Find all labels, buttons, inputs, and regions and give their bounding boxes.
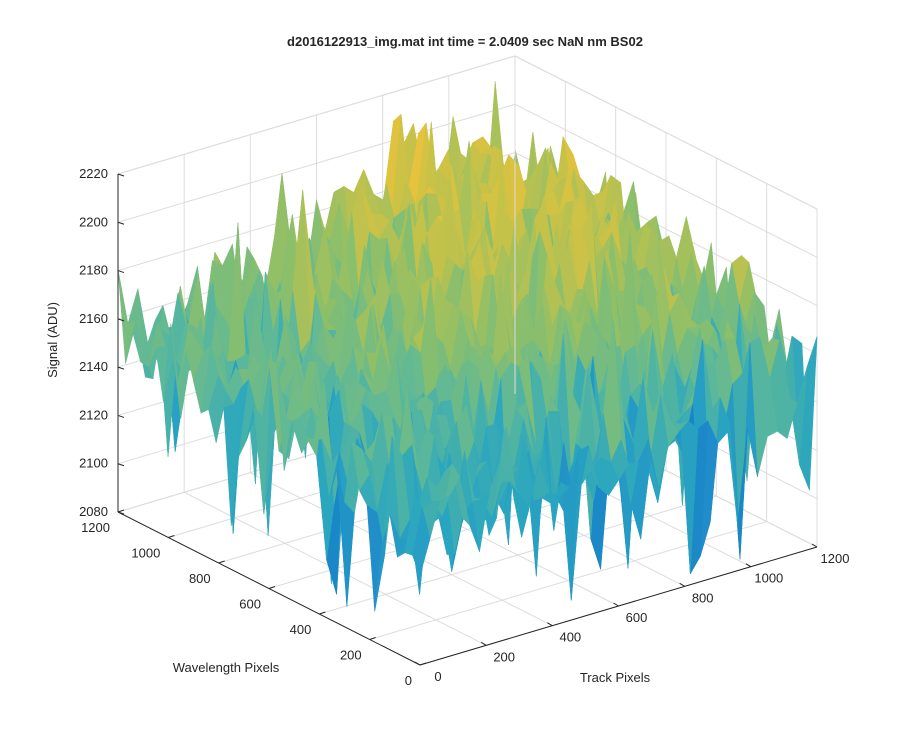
x-tick-mark <box>414 661 421 666</box>
x-tick-mark <box>480 641 487 646</box>
z-tick-label: 2160 <box>79 311 108 326</box>
x-tick-mark <box>613 602 619 607</box>
y-tick-label: 0 <box>405 673 412 688</box>
y-tick-mark <box>218 560 225 564</box>
x-axis-label: Track Pixels <box>580 670 651 685</box>
z-tick-mark <box>117 414 125 418</box>
y-tick-label: 200 <box>340 648 362 663</box>
z-tick-labels: 2080 2100 2120 2140 2160 2180 2200 2220 <box>79 166 108 519</box>
y-axis-label: Wavelength Pixels <box>173 660 280 675</box>
z-tick-mark <box>117 221 125 225</box>
x-tick-mark <box>679 582 685 587</box>
x-tick-label: 600 <box>626 610 648 625</box>
z-tick-label: 2120 <box>79 407 108 422</box>
z-tick-mark <box>117 173 125 177</box>
x-tick-label: 800 <box>692 590 714 605</box>
x-tick-label: 400 <box>559 630 581 645</box>
tick-marks <box>117 173 818 666</box>
z-axis-label: Signal (ADU) <box>45 302 60 378</box>
x-tick-labels: 0 200 400 600 800 1000 1200 <box>434 551 849 684</box>
y-tick-mark <box>369 637 376 640</box>
y-tick-mark <box>319 611 326 615</box>
x-tick-label: 1200 <box>821 551 850 566</box>
y-tick-labels: 0 200 400 600 800 1000 1200 <box>81 520 412 688</box>
grid-line-z-back <box>117 103 516 223</box>
z-tick-label: 2180 <box>79 263 108 278</box>
z-tick-mark <box>117 270 125 274</box>
z-tick-label: 2100 <box>79 456 108 471</box>
x-tick-mark <box>811 543 818 548</box>
y-tick-label: 400 <box>290 622 312 637</box>
z-tick-label: 2080 <box>79 504 108 519</box>
grid-line-y-floor <box>319 495 717 615</box>
z-tick-label: 2140 <box>79 359 108 374</box>
z-tick-mark <box>117 366 125 370</box>
y-tick-label: 600 <box>239 597 261 612</box>
z-tick-mark <box>117 463 125 467</box>
x-tick-label: 1000 <box>754 571 783 586</box>
x-tick-mark <box>547 622 553 627</box>
surface-mesh <box>117 81 818 612</box>
y-tick-mark <box>419 662 427 666</box>
x-tick-label: 200 <box>493 649 515 664</box>
chart-title: d2016122913_img.mat int time = 2.0409 se… <box>287 34 643 49</box>
y-tick-label: 1200 <box>81 520 110 535</box>
x-tick-label: 0 <box>434 669 441 684</box>
x-tick-mark <box>745 563 752 568</box>
box-edge-top-side <box>514 55 818 210</box>
y-tick-mark <box>168 535 175 538</box>
y-tick-mark <box>268 586 276 589</box>
y-tick-label: 1000 <box>131 546 160 561</box>
box-edge-top-back <box>117 55 516 175</box>
z-tick-label: 2200 <box>79 214 108 229</box>
surface-patch <box>412 507 431 576</box>
z-tick-mark <box>117 318 125 322</box>
z-tick-label: 2220 <box>79 166 108 181</box>
y-tick-label: 800 <box>189 571 211 586</box>
y-tick-mark <box>117 509 125 513</box>
grid-line-z-side <box>514 103 818 258</box>
z-tick-mark <box>117 511 125 515</box>
